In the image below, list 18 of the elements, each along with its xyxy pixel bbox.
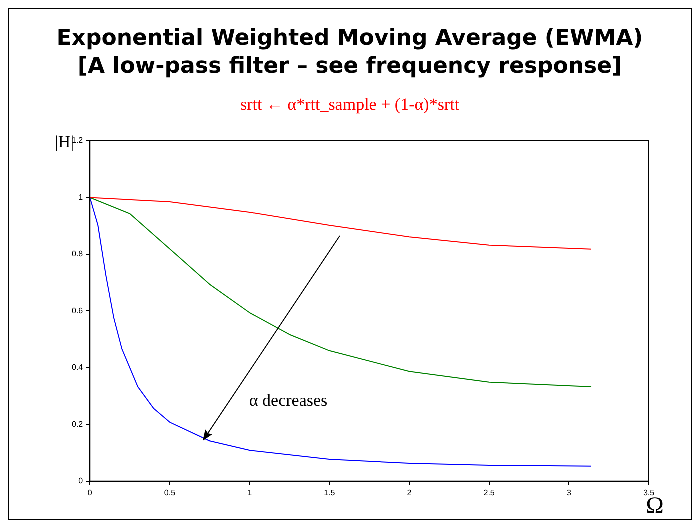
x-tick-label: 3.5 xyxy=(643,488,656,498)
chart-title: Exponential Weighted Moving Average (EWMA) [A low-pass filter – see frequency response] xyxy=(56,25,644,81)
y-tick-label: 1.2 xyxy=(72,136,84,146)
x-tick-label: 2.5 xyxy=(484,488,496,498)
y-tick-label: 0.2 xyxy=(72,420,84,429)
x-tick-label: 3 xyxy=(566,488,572,498)
annotation: α decreases xyxy=(249,390,328,410)
x-tick-label: 0.5 xyxy=(164,488,176,498)
chart-subtitle: srtt ← α*rtt_sample + (1-α)*srtt xyxy=(239,95,461,115)
y-tick-label: 0.4 xyxy=(72,363,84,372)
x-tick-label: 0 xyxy=(88,488,93,498)
x-tick-label: 2 xyxy=(407,488,412,498)
y-tick-label: 1 xyxy=(78,192,84,202)
y-tick-label: 0.8 xyxy=(72,250,84,259)
x-tick-label: 1 xyxy=(248,488,253,498)
x-tick-label: 1.5 xyxy=(324,488,336,498)
y-tick-label: 0.6 xyxy=(72,306,84,316)
y-tick-label: 0 xyxy=(78,476,84,486)
